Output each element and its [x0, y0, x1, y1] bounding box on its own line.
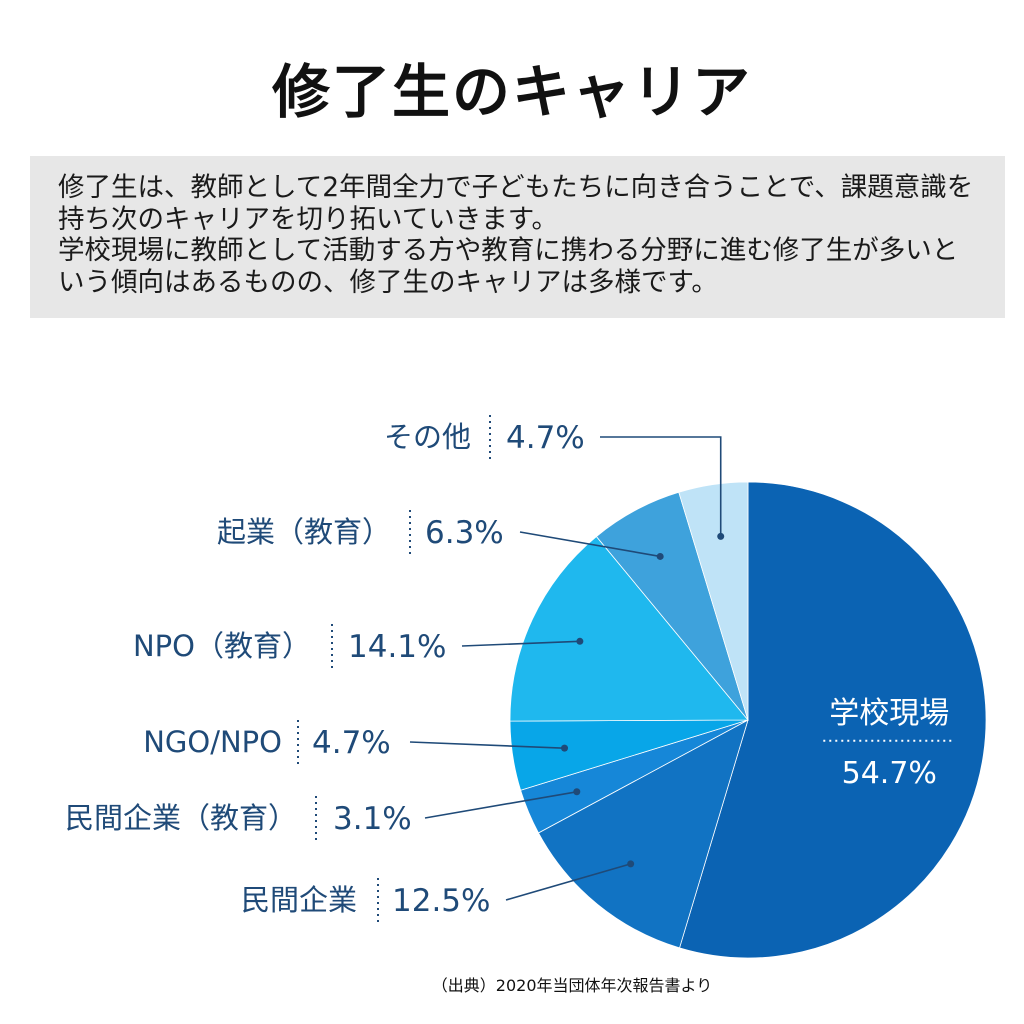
slice-value: 12.5%: [392, 883, 490, 919]
leader-line: [461, 640, 580, 647]
slice-value: 54.7%: [842, 756, 937, 791]
pie-slice: [679, 481, 987, 959]
intro-box: 修了生は、教師として2年間全力で子どもたちに向き合うことで、課題意識を持ち次のキ…: [30, 156, 1005, 318]
page-title: 修了生のキャリア: [271, 58, 752, 126]
leader-dot: [656, 552, 664, 560]
slice-label: 起業（教育）: [217, 515, 391, 549]
leader-dot: [576, 637, 584, 645]
leader-line: [600, 436, 722, 537]
leader-line: [505, 863, 631, 901]
leader-dot: [573, 788, 581, 796]
slice-value: 6.3%: [425, 515, 504, 551]
source-note: （出典）2020年当団体年次報告書より: [431, 976, 713, 995]
leader-line: [519, 531, 661, 558]
slice-value: 14.1%: [348, 629, 446, 665]
slice-value: 4.7%: [506, 420, 585, 456]
leader-line: [424, 790, 577, 819]
intro-text-1: 修了生は、教師として2年間全力で子どもたちに向き合うことで、課題意識を持ち次のキ…: [58, 172, 974, 235]
pie-slice: [678, 481, 749, 721]
slice-label: 民間企業（教育）: [65, 801, 297, 835]
slice-label: 民間企業: [241, 883, 357, 917]
pie-slice: [509, 535, 749, 722]
leader-dot: [561, 744, 569, 752]
slice-label: 学校現場: [829, 696, 949, 731]
pie-slice: [537, 719, 749, 949]
slice-label: NPO（教育）: [133, 629, 311, 663]
intro-text-2: 学校現場に教師として活動する方や教育に携わる分野に進む修了生が多いという傾向はあ…: [58, 235, 959, 298]
slice-value: 3.1%: [333, 801, 412, 837]
leader-dot: [717, 532, 725, 540]
slice-label: その他: [384, 420, 471, 454]
slice-label: NGO/NPO: [143, 725, 282, 759]
slice-value: 4.7%: [312, 725, 391, 761]
leader-line: [409, 741, 565, 749]
leader-dot: [627, 860, 635, 868]
